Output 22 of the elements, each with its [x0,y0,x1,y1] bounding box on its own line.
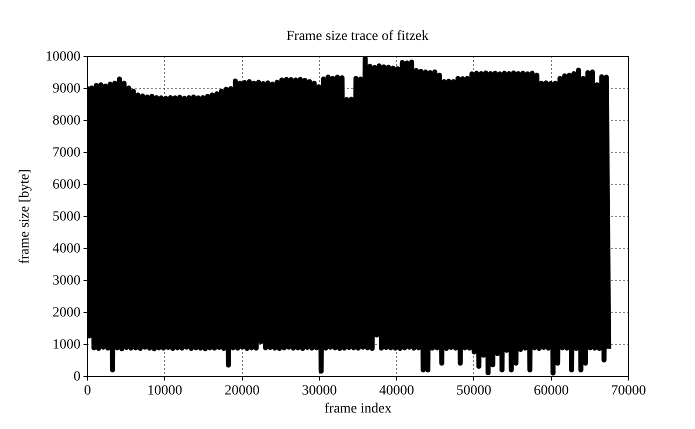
x-tick-label: 20000 [224,384,260,398]
chart-title: Frame size trace of fitzek [286,29,429,44]
y-tick-label: 4000 [52,242,80,256]
x-tick-label: 0 [84,384,91,398]
x-axis-title: frame index [324,402,392,416]
y-axis-title: frame size [byte] [18,169,32,264]
y-tick-label: 3000 [52,274,80,288]
y-tick-label: 7000 [52,146,80,160]
x-tick-label: 70000 [611,384,646,398]
y-tick-label: 9000 [52,82,80,96]
y-tick-label: 0 [74,370,80,384]
y-tick-label: 6000 [52,178,80,192]
x-tick-label: 60000 [534,384,569,398]
x-tick-label: 30000 [302,384,337,398]
y-tick-label: 1000 [52,338,80,352]
y-tick-label: 10000 [46,50,80,64]
x-tick-label: 50000 [456,384,492,398]
y-tick-label: 5000 [52,210,80,224]
x-tick-label: 40000 [379,384,414,398]
y-tick-label: 8000 [52,114,80,128]
y-tick-label: 2000 [52,306,80,320]
x-tick-label: 10000 [147,384,182,398]
